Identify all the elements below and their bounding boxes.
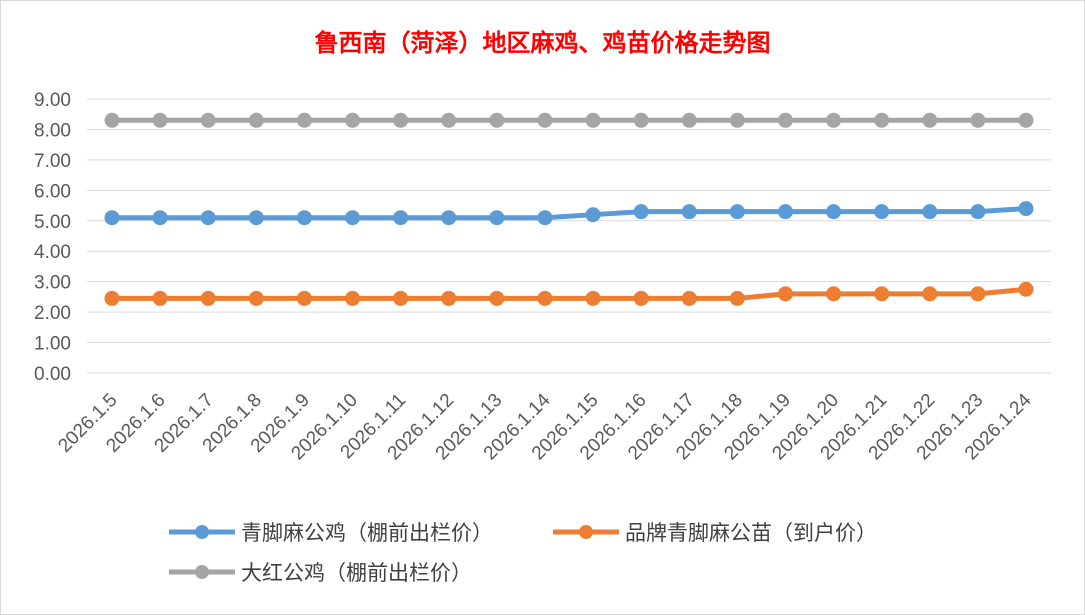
legend-item-0: 青脚麻公鸡（棚前出栏价） [169, 517, 493, 547]
data-point-0-18 [970, 204, 986, 220]
data-point-0-11 [633, 204, 649, 220]
data-point-2-2 [200, 112, 216, 128]
data-point-2-14 [777, 112, 793, 128]
y-tick-label-4: 4.00 [34, 242, 71, 263]
data-point-0-10 [585, 207, 601, 223]
data-point-2-4 [296, 112, 312, 128]
data-point-1-2 [200, 290, 216, 306]
series-line-0 [112, 206, 1027, 221]
data-point-2-12 [681, 112, 697, 128]
data-point-1-1 [152, 290, 168, 306]
data-point-0-16 [874, 204, 890, 220]
legend-label-0: 青脚麻公鸡（棚前出栏价） [241, 521, 493, 545]
y-tick-label-3: 3.00 [34, 273, 71, 294]
data-point-1-16 [874, 286, 890, 302]
data-point-2-19 [1018, 112, 1034, 128]
data-point-0-0 [104, 210, 120, 226]
data-point-1-14 [777, 286, 793, 302]
data-point-0-1 [152, 210, 168, 226]
data-point-2-3 [248, 112, 264, 128]
data-point-1-4 [296, 290, 312, 306]
data-point-1-10 [585, 290, 601, 306]
data-point-0-13 [729, 204, 745, 220]
data-point-0-2 [200, 210, 216, 226]
series-0 [104, 201, 1034, 226]
y-tick-label-8: 8.00 [34, 120, 71, 141]
data-point-2-13 [729, 112, 745, 128]
data-point-1-13 [729, 290, 745, 306]
data-point-0-19 [1018, 201, 1034, 217]
data-point-0-15 [826, 204, 842, 220]
series-line-1 [112, 286, 1027, 301]
data-point-2-6 [393, 112, 409, 128]
y-tick-label-2: 2.00 [34, 303, 71, 324]
data-point-1-11 [633, 290, 649, 306]
y-tick-label-5: 5.00 [34, 212, 71, 233]
chart-title: 鲁西南（菏泽）地区麻鸡、鸡苗价格走势图 [314, 28, 771, 57]
data-point-0-4 [296, 210, 312, 226]
data-point-1-17 [922, 286, 938, 302]
data-point-2-9 [537, 112, 553, 128]
data-point-2-11 [633, 112, 649, 128]
legend-marker-1 [553, 525, 619, 539]
data-point-0-17 [922, 204, 938, 220]
legend-label-1: 品牌青脚麻公苗（到户价） [625, 521, 877, 545]
data-point-1-6 [393, 290, 409, 306]
data-point-2-8 [489, 112, 505, 128]
data-point-2-18 [970, 112, 986, 128]
data-point-0-5 [345, 210, 361, 226]
legend-item-1: 品牌青脚麻公苗（到户价） [553, 517, 877, 547]
data-point-1-8 [489, 290, 505, 306]
data-point-1-12 [681, 290, 697, 306]
data-point-2-0 [104, 112, 120, 128]
data-point-2-17 [922, 112, 938, 128]
data-point-0-9 [537, 210, 553, 226]
data-point-0-14 [777, 204, 793, 220]
data-point-0-12 [681, 204, 697, 220]
data-point-2-5 [345, 112, 361, 128]
data-point-1-15 [826, 286, 842, 302]
legend-item-2: 大红公鸡（棚前出栏价） [169, 557, 472, 587]
data-point-2-10 [585, 112, 601, 128]
data-point-1-5 [345, 290, 361, 306]
data-point-0-3 [248, 210, 264, 226]
data-point-2-16 [874, 112, 890, 128]
y-tick-label-9: 9.00 [34, 90, 71, 111]
legend-marker-0 [169, 525, 235, 539]
data-point-1-19 [1018, 281, 1034, 297]
data-point-1-18 [970, 286, 986, 302]
legend-marker-2 [169, 565, 235, 579]
y-tick-label-0: 0.00 [34, 364, 71, 385]
data-point-1-7 [441, 290, 457, 306]
y-tick-label-7: 7.00 [34, 151, 71, 172]
data-point-1-0 [104, 290, 120, 306]
data-point-2-15 [826, 112, 842, 128]
series-1 [104, 281, 1034, 306]
data-point-2-7 [441, 112, 457, 128]
y-tick-label-1: 1.00 [34, 334, 71, 355]
series-2 [104, 112, 1034, 128]
data-point-0-6 [393, 210, 409, 226]
data-point-0-7 [441, 210, 457, 226]
data-point-1-3 [248, 290, 264, 306]
data-point-2-1 [152, 112, 168, 128]
data-point-1-9 [537, 290, 553, 306]
legend-label-2: 大红公鸡（棚前出栏价） [241, 561, 472, 585]
y-tick-label-6: 6.00 [34, 181, 71, 202]
data-point-0-8 [489, 210, 505, 226]
